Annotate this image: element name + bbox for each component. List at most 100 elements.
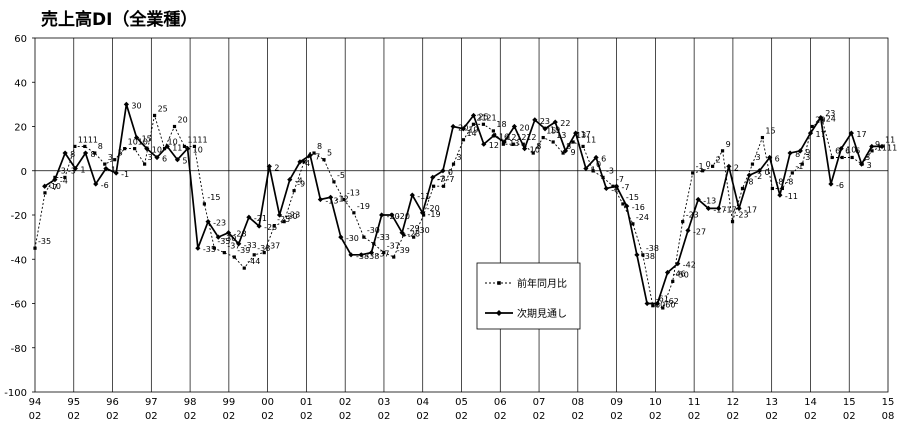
x-tick-year: 95 bbox=[67, 397, 80, 408]
data-label: 24 bbox=[826, 115, 836, 124]
data-label: -38 bbox=[356, 252, 369, 261]
marker-square bbox=[711, 164, 715, 168]
marker-diamond bbox=[562, 148, 569, 154]
data-label: 21 bbox=[476, 113, 486, 122]
marker-square bbox=[681, 220, 685, 224]
marker-diamond bbox=[828, 181, 834, 187]
data-label: 10 bbox=[152, 146, 162, 155]
data-label: -13 bbox=[325, 197, 338, 206]
data-label: -4 bbox=[60, 177, 68, 186]
marker-square bbox=[73, 144, 77, 149]
y-tick-label: -20 bbox=[11, 211, 27, 222]
marker-square bbox=[571, 140, 575, 144]
marker-diamond bbox=[654, 300, 660, 307]
data-label: 8 bbox=[70, 150, 75, 159]
marker-square bbox=[740, 186, 745, 191]
x-tick-month: 02 bbox=[378, 411, 391, 422]
marker-square bbox=[232, 255, 236, 259]
marker-diamond bbox=[511, 123, 518, 130]
data-label: -23 bbox=[213, 219, 226, 228]
legend-marker-square bbox=[497, 281, 501, 285]
marker-diamond bbox=[205, 219, 211, 225]
data-label: 13 bbox=[509, 139, 519, 148]
marker-diamond bbox=[716, 205, 722, 211]
marker-diamond bbox=[501, 139, 507, 145]
data-label: 21 bbox=[486, 113, 496, 122]
marker-diamond bbox=[583, 165, 589, 172]
data-label: -37 bbox=[387, 242, 400, 251]
x-tick-month: 02 bbox=[727, 411, 740, 422]
data-label: -7 bbox=[437, 175, 445, 184]
data-label: -2 bbox=[754, 172, 762, 181]
marker-diamond bbox=[164, 143, 170, 150]
marker-diamond bbox=[869, 143, 875, 150]
marker-diamond bbox=[72, 165, 78, 172]
data-label: 23 bbox=[825, 109, 835, 118]
marker-diamond bbox=[491, 132, 497, 138]
marker-diamond bbox=[103, 165, 109, 172]
marker-diamond bbox=[144, 146, 150, 152]
marker-square bbox=[641, 253, 645, 257]
data-label: 20 bbox=[458, 124, 468, 133]
data-label: 11 bbox=[187, 135, 197, 144]
data-label: 3 bbox=[457, 153, 462, 162]
x-tick-month: 02 bbox=[804, 411, 817, 422]
marker-square bbox=[720, 149, 725, 153]
data-label: 18 bbox=[496, 120, 506, 129]
series-layer bbox=[33, 101, 885, 310]
marker-square bbox=[461, 138, 466, 142]
data-label: 5 bbox=[118, 149, 123, 158]
marker-square bbox=[541, 135, 545, 140]
marker-square bbox=[491, 129, 495, 133]
data-label: 15 bbox=[765, 127, 775, 136]
data-label: 10 bbox=[168, 138, 178, 147]
marker-square bbox=[471, 122, 476, 126]
marker-diamond bbox=[133, 134, 140, 141]
marker-square bbox=[93, 151, 97, 155]
data-label: -27 bbox=[693, 227, 706, 236]
series-line-yoy bbox=[34, 115, 883, 309]
marker-square bbox=[671, 279, 675, 283]
data-label: 15 bbox=[142, 135, 152, 144]
marker-diamond bbox=[470, 112, 477, 119]
data-label: 0 bbox=[764, 168, 769, 177]
data-label: -15 bbox=[207, 193, 220, 202]
x-tick-month: 02 bbox=[184, 411, 197, 422]
data-label: -35 bbox=[38, 237, 51, 246]
data-label: -20 bbox=[427, 204, 440, 213]
marker-diamond bbox=[154, 154, 160, 161]
marker-square bbox=[192, 144, 197, 149]
marker-diamond bbox=[522, 146, 528, 152]
data-label: -3 bbox=[438, 174, 446, 183]
y-tick-label: -60 bbox=[11, 300, 27, 311]
marker-diamond bbox=[756, 168, 763, 174]
x-tick-month: 02 bbox=[765, 411, 778, 422]
x-tick-year: 00 bbox=[261, 397, 274, 408]
marker-diamond bbox=[62, 150, 68, 156]
data-label: -20 bbox=[285, 212, 298, 221]
marker-square bbox=[422, 213, 426, 217]
data-label: 30 bbox=[131, 101, 141, 110]
data-label: -38 bbox=[642, 252, 655, 261]
x-tick-year: 06 bbox=[494, 397, 507, 408]
data-label: -37 bbox=[376, 250, 389, 259]
data-label: 10 bbox=[846, 146, 856, 155]
y-tick-label: -40 bbox=[11, 255, 27, 266]
data-label: 8 bbox=[91, 150, 96, 159]
data-label: -1 bbox=[121, 170, 129, 179]
x-tick-month: 02 bbox=[416, 411, 429, 422]
marker-diamond bbox=[348, 252, 354, 258]
x-tick-month: 02 bbox=[649, 411, 662, 422]
data-label: -38 bbox=[646, 244, 659, 253]
data-label: 5 bbox=[182, 157, 187, 166]
data-label: -28 bbox=[407, 230, 420, 239]
data-label: -3 bbox=[58, 166, 66, 175]
marker-diamond bbox=[430, 174, 436, 180]
data-label: 10 bbox=[530, 146, 540, 155]
marker-diamond bbox=[807, 130, 814, 136]
x-tick-month: 02 bbox=[106, 411, 119, 422]
marker-diamond bbox=[42, 183, 48, 189]
data-label: 14 bbox=[466, 129, 476, 138]
marker-diamond bbox=[664, 269, 671, 276]
